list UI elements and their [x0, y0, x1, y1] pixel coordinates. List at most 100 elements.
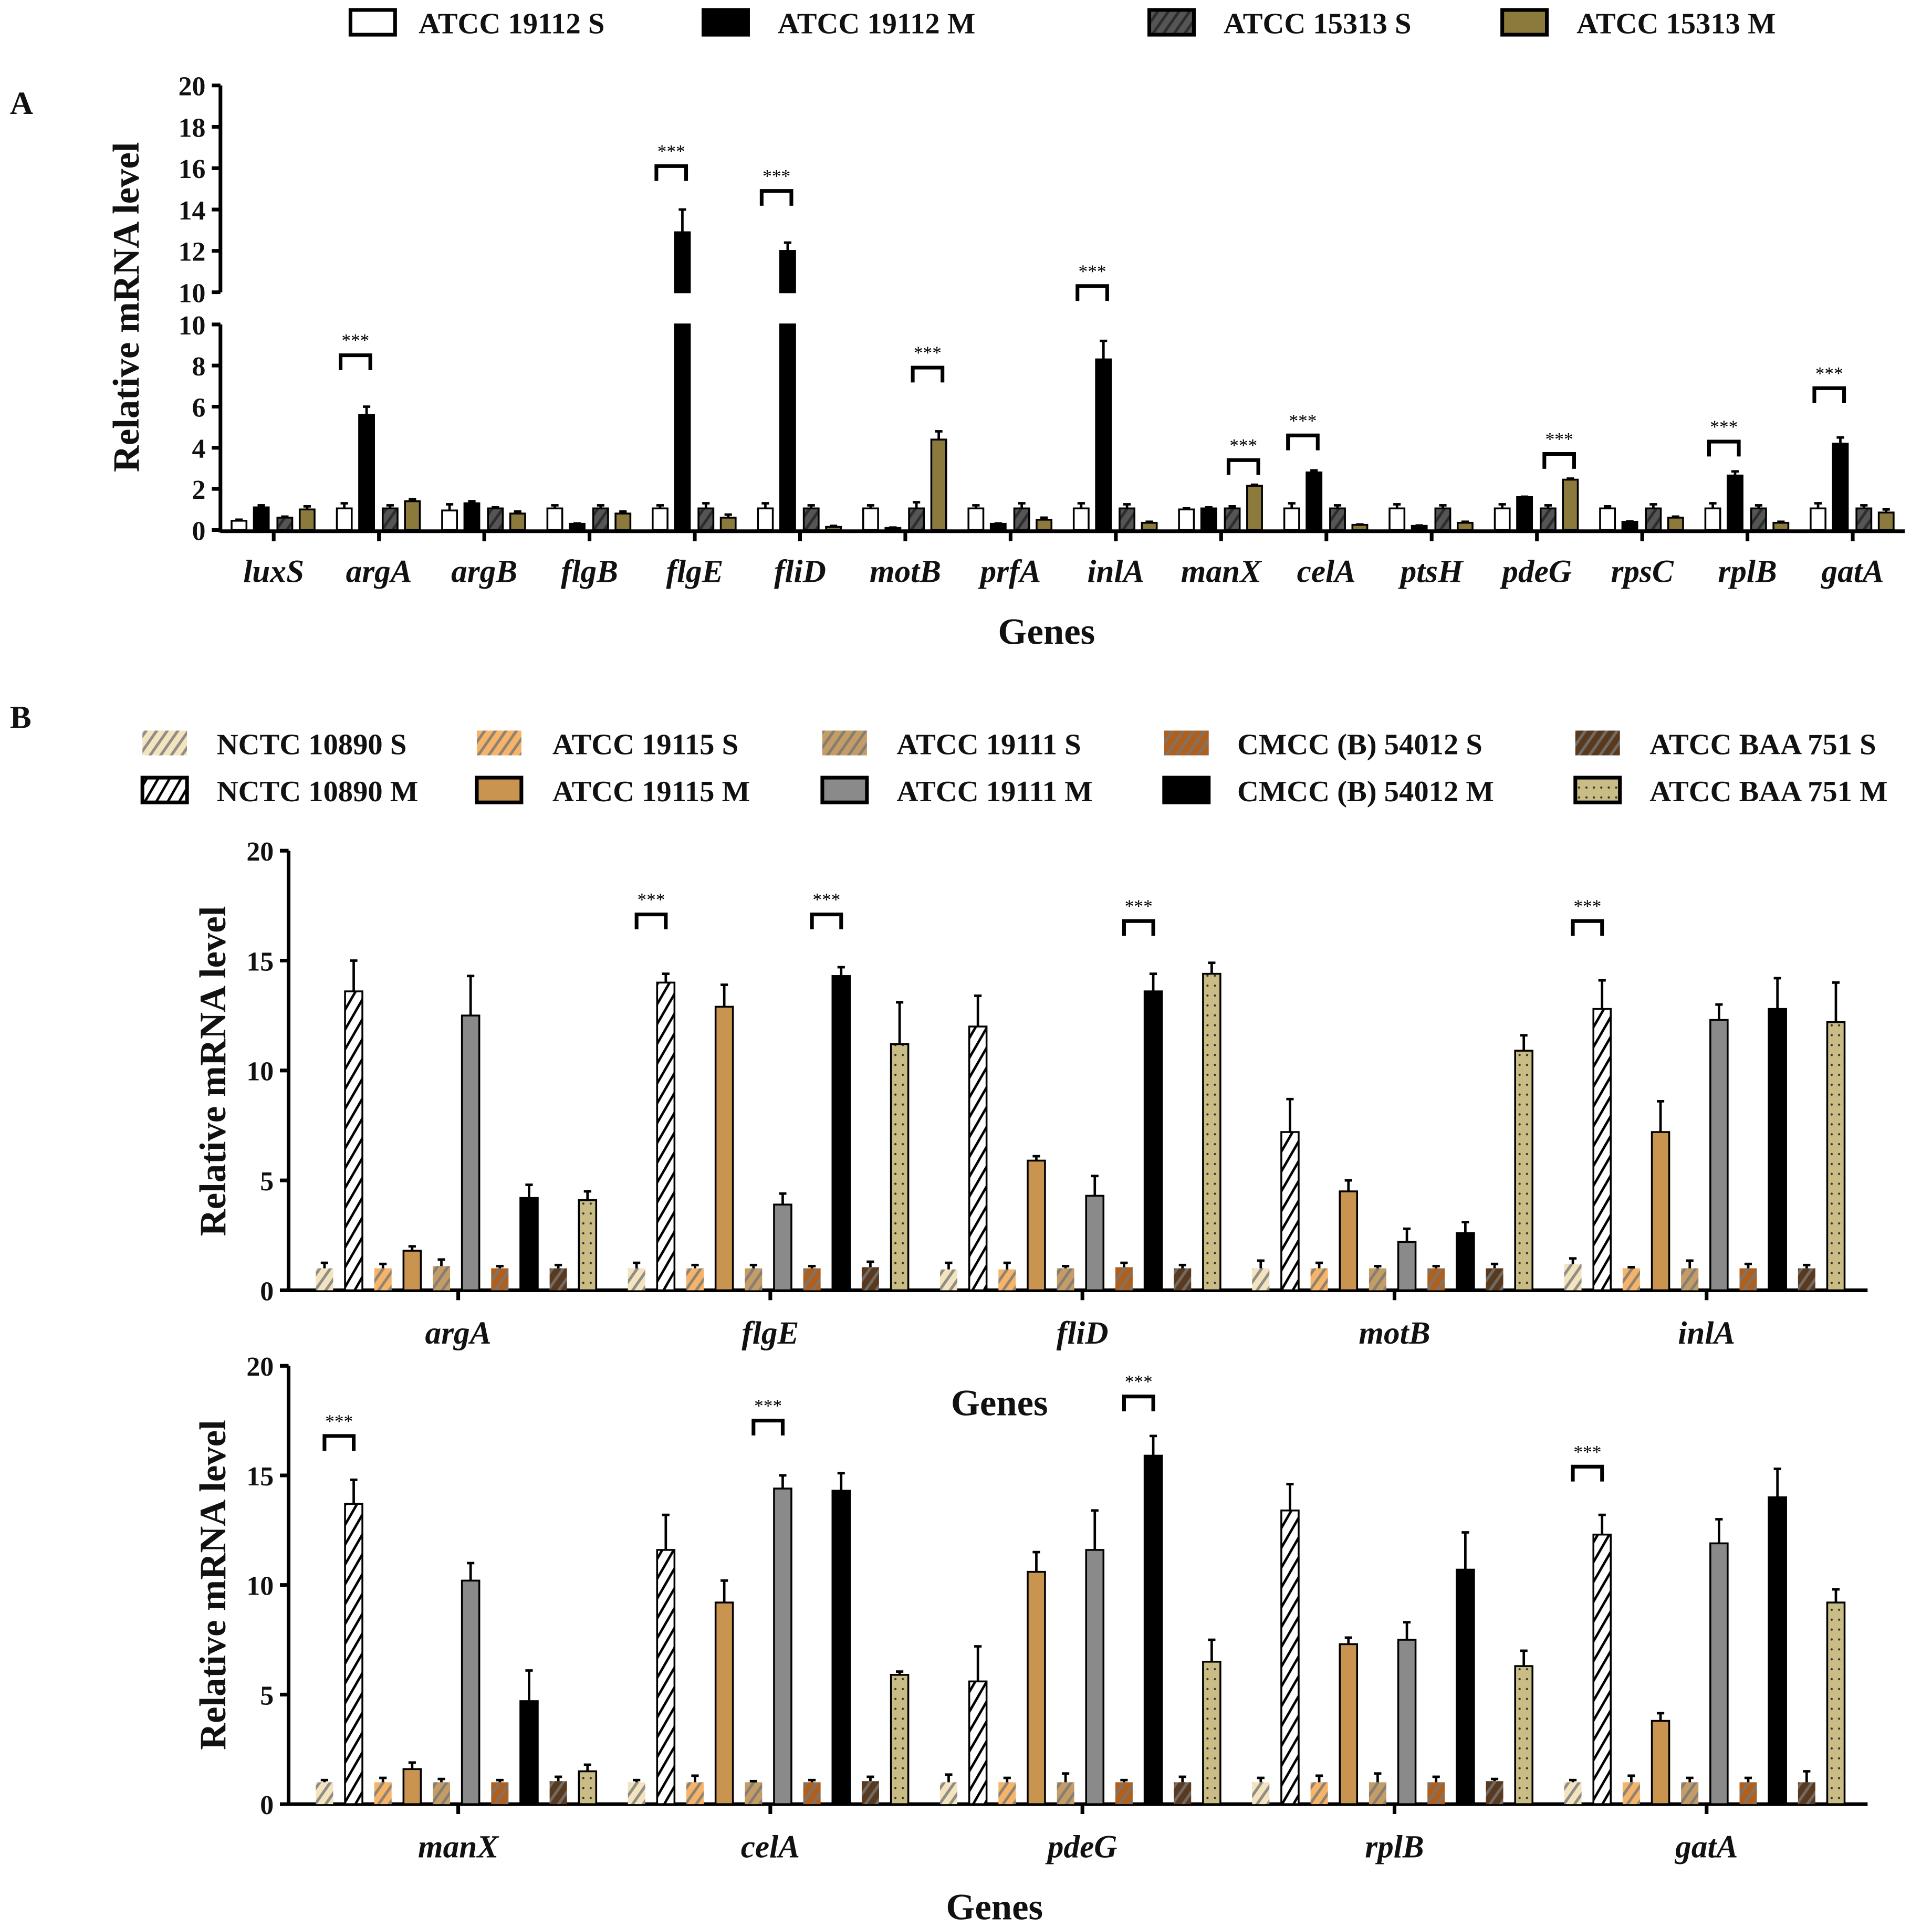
- x-tick-label-pdeG: pdeG: [1045, 1829, 1118, 1865]
- bar-inlA-atcc-19111-m: [1709, 1019, 1729, 1292]
- bar-ptsH-atcc-19112-s: [1388, 507, 1406, 531]
- x-tick-label-argA: argA: [425, 1315, 492, 1351]
- bar-argA-atcc-15313-s: [381, 507, 399, 531]
- significance-bracket: [810, 913, 843, 929]
- bar-fliD-atcc-baa-751-s: [1174, 1268, 1192, 1291]
- bar-flgE-atcc-19112-s: [652, 507, 669, 531]
- significance-label: ***: [1573, 896, 1601, 917]
- significance-label: ***: [812, 889, 840, 910]
- bar-ptsH-atcc-15313-s: [1434, 507, 1451, 531]
- bar-gatA-nctc-10890-s: [1564, 1782, 1582, 1805]
- bar-gatA-atcc-15313-s: [1855, 507, 1873, 531]
- bar-manX-atcc-19112-m: [1200, 507, 1217, 531]
- bar-manX-atcc-19115-m: [402, 1768, 422, 1805]
- bar-inlA-atcc-19111-s: [1681, 1268, 1699, 1291]
- legend-label-atcc-19115-m: ATCC 19115 M: [552, 776, 750, 808]
- significance-bracket: [1122, 919, 1155, 936]
- bar-fliD-atcc-19115-s: [998, 1269, 1016, 1291]
- panel-b-top-plot: 0 5 10 15 20 argA flgE fliD motB inlA *** *** *** ***: [246, 837, 1868, 1351]
- bar-flgB-atcc-15313-m: [614, 512, 632, 531]
- bar-rplB-atcc-19112-m: [1727, 474, 1743, 531]
- x-tick-label-luxS: luxS: [243, 553, 304, 589]
- bar-flgE-atcc-19111-m: [773, 1203, 792, 1292]
- bar-motB-cmcc-b-54012-m: [1456, 1232, 1475, 1292]
- bar-motB-atcc-19115-m: [1339, 1190, 1359, 1292]
- x-tick-label-pdeG: pdeG: [1499, 553, 1572, 589]
- legend-swatch-nctc-10890-s: [142, 730, 187, 756]
- bar-manX-atcc-baa-751-m: [578, 1770, 598, 1805]
- bar-flgE-atcc-19112-m: [674, 323, 691, 531]
- bar-pdeG-atcc-baa-751-m: [1202, 1661, 1221, 1805]
- bar-inlA-atcc-19112-m: [1095, 358, 1112, 531]
- x-tick-label-celA: celA: [1297, 553, 1356, 589]
- x-tick-label-fliD: fliD: [1057, 1315, 1109, 1351]
- x-tick-label-gatA: gatA: [1820, 553, 1884, 589]
- x-tick-label-rpsC: rpsC: [1611, 553, 1674, 589]
- bar-fliD-cmcc-b-54012-m: [1143, 990, 1163, 1292]
- bar-rplB-atcc-baa-751-m: [1514, 1665, 1533, 1805]
- significance-label: ***: [754, 1395, 782, 1416]
- legend-label-atcc-19112-s: ATCC 19112 S: [419, 8, 604, 40]
- bar-motB-nctc-10890-m: [1280, 1131, 1300, 1292]
- significance-bracket: [339, 353, 372, 370]
- bar-ptsH-atcc-15313-m: [1456, 521, 1474, 531]
- bar-motB-atcc-15313-s: [908, 507, 925, 531]
- legend-swatch-nctc-10890-m: [140, 776, 189, 804]
- legend-swatch-atcc-19112-m: [701, 8, 750, 37]
- bar-fliD-atcc-19112-s: [757, 507, 774, 531]
- bar-luxS-atcc-19112-m: [253, 506, 270, 531]
- bar-luxS-atcc-19112-s: [231, 520, 248, 531]
- bar-motB-atcc-19115-s: [1310, 1268, 1328, 1291]
- bar-rplB-cmcc-b-54012-s: [1427, 1782, 1445, 1805]
- bar-fliD-nctc-10890-s: [939, 1269, 957, 1291]
- significance-label: ***: [1573, 1441, 1601, 1462]
- bar-flgE-atcc-15313-s: [697, 507, 715, 531]
- bar-pdeG-atcc-19112-s: [1494, 507, 1511, 531]
- bar-luxS-atcc-15313-s: [276, 517, 294, 531]
- legend-label-nctc-10890-m: NCTC 10890 M: [217, 776, 419, 808]
- bar-argA-atcc-19115-m: [402, 1250, 422, 1292]
- x-tick-label-manX: manX: [418, 1829, 499, 1865]
- bar-argA-atcc-15313-m: [404, 500, 421, 531]
- bar-flgE-nctc-10890-s: [628, 1268, 645, 1291]
- bar-rplB-atcc-19111-m: [1397, 1639, 1417, 1805]
- bar-prfA-atcc-15313-m: [1036, 519, 1052, 531]
- x-tick-label-motB: motB: [870, 553, 941, 589]
- bar-celA-cmcc-b-54012-s: [803, 1782, 821, 1805]
- significance-bracket: [1542, 452, 1576, 469]
- legend-swatch-atcc-19112-s: [348, 8, 397, 37]
- bar-manX-nctc-10890-m: [344, 1503, 363, 1805]
- significance-bracket: [911, 365, 945, 383]
- x-tick-label-argB: argB: [451, 553, 517, 589]
- bar-inlA-cmcc-b-54012-s: [1739, 1268, 1757, 1291]
- legend-a: ATCC 19112 S ATCC 19112 M ATCC 15313 S ATCC…: [348, 8, 1776, 40]
- legend-swatch-atcc-19115-m: [475, 776, 524, 804]
- bar-pdeG-atcc-15313-m: [1562, 478, 1579, 531]
- bar-pdeG-atcc-19112-m: [1516, 496, 1533, 531]
- bar-flgB-atcc-19112-m: [569, 522, 586, 531]
- bar-gatA-atcc-19115-s: [1622, 1782, 1640, 1805]
- legend-label-atcc-19115-s: ATCC 19115 S: [552, 728, 738, 761]
- x-tick-label-fliD: fliD: [774, 553, 826, 589]
- bar-inlA-atcc-19115-s: [1622, 1268, 1640, 1291]
- bar-pdeG-atcc-19111-s: [1057, 1782, 1074, 1805]
- y-tick-label: 14: [179, 196, 206, 226]
- bar-celA-nctc-10890-m: [656, 1549, 676, 1805]
- x-tick-label-flgE: flgE: [666, 553, 724, 589]
- y-tick-label: 5: [260, 1167, 274, 1197]
- y-tick-label: 20: [246, 837, 274, 867]
- x-tick-label-flgE: flgE: [742, 1315, 799, 1351]
- x-tick-label-gatA: gatA: [1674, 1829, 1738, 1865]
- bar-argA-atcc-19115-s: [374, 1268, 392, 1291]
- legend-swatch-cmcc-b-54012-s: [1164, 730, 1209, 756]
- bar-manX-atcc-19111-m: [461, 1579, 481, 1805]
- bar-fliD-atcc-15313-m: [825, 526, 842, 531]
- bar-motB-atcc-baa-751-m: [1514, 1050, 1533, 1292]
- bar-pdeG-cmcc-b-54012-m: [1143, 1454, 1163, 1805]
- x-tick-label-ptsH: ptsH: [1398, 553, 1465, 589]
- x-tick-label-celA: celA: [741, 1829, 800, 1865]
- significance-bracket: [1075, 284, 1109, 301]
- significance-bracket: [654, 164, 688, 181]
- panel-b-bottom-plot: 0 5 10 15 20 manX celA pdeG rplB gatA *** *** *** ***: [246, 1352, 1868, 1865]
- legend-swatch-atcc-baa-751-s: [1575, 730, 1620, 756]
